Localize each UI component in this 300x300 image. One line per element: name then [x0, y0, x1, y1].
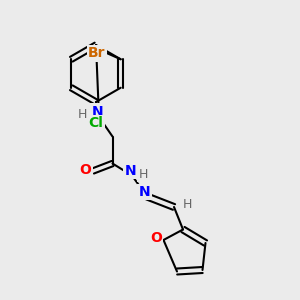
Text: O: O: [150, 231, 162, 244]
Text: H: H: [78, 108, 87, 121]
Text: N: N: [125, 164, 136, 178]
Text: O: O: [80, 163, 92, 176]
Text: Cl: Cl: [88, 116, 104, 130]
Text: N: N: [139, 185, 150, 199]
Text: H: H: [139, 167, 148, 181]
Text: Br: Br: [88, 46, 105, 60]
Text: H: H: [183, 198, 192, 211]
Text: N: N: [92, 105, 103, 118]
